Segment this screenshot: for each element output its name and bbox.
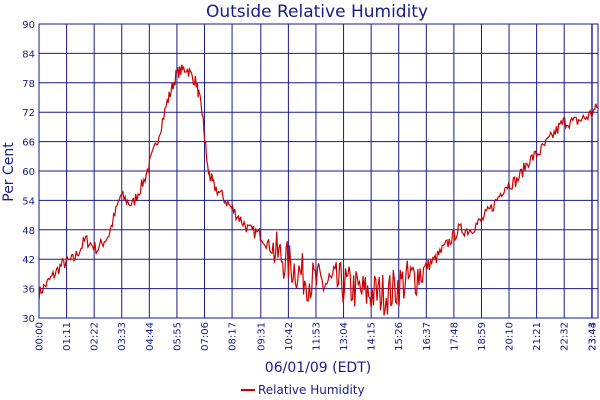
x-tick-label: 10:42 <box>284 322 295 351</box>
y-tick-label: 30 <box>22 314 35 325</box>
y-tick-label: 48 <box>22 226 35 237</box>
y-tick-label: 66 <box>22 138 35 149</box>
y-tick-label: 42 <box>22 255 35 266</box>
y-tick-label: 90 <box>22 20 35 31</box>
x-tick-label: 03:33 <box>117 322 128 351</box>
series-line-relative-humidity <box>38 64 599 316</box>
x-tick-label: 17:48 <box>449 322 460 351</box>
x-tick-label: 05:55 <box>172 322 183 351</box>
legend-label: Relative Humidity <box>258 383 365 397</box>
y-tick-label: 54 <box>22 196 35 207</box>
x-tick-label: 01:11 <box>62 322 73 351</box>
plot-frame <box>38 23 599 319</box>
x-tick-label: 15:26 <box>394 322 405 351</box>
x-tick-label: 22:32 <box>560 322 571 351</box>
legend: Relative Humidity <box>241 383 365 397</box>
x-tick-labels: 00:00 01:11 02:22 03:33 04:44 05:55 07:06 08:17… <box>35 322 599 351</box>
x-tick-label: 09:31 <box>256 322 267 351</box>
y-tick-label: 72 <box>22 108 35 119</box>
x-tick-label: 21:21 <box>532 322 543 351</box>
x-tick-label: 04:44 <box>145 322 156 351</box>
x-tick-label: 00:00 <box>35 322 46 351</box>
x-tick-label: 13:04 <box>339 322 350 351</box>
y-tick-label: 36 <box>22 285 35 296</box>
x-tick-label: 23:44 <box>588 322 599 351</box>
x-tick-label: 23:43 <box>587 322 598 351</box>
x-tick-label: 20:10 <box>505 322 516 351</box>
x-tick-label: 14:15 <box>367 322 378 351</box>
x-tick-label: 08:17 <box>228 322 239 351</box>
x-tick-label: 18:59 <box>477 322 488 351</box>
x-tick-label: 11:53 <box>311 322 322 351</box>
chart-title: Outside Relative Humidity <box>206 2 428 22</box>
y-tick-label: 84 <box>22 49 35 60</box>
y-tick-labels: 30 36 42 48 54 60 66 72 78 84 90 <box>22 20 35 325</box>
y-tick-label: 60 <box>22 167 35 178</box>
x-tick-label: 16:37 <box>422 322 433 351</box>
y-axis-label: Per Cent <box>1 142 17 202</box>
x-tick-label: 02:22 <box>90 322 101 351</box>
x-tick-label: 07:06 <box>200 322 211 351</box>
y-tick-label: 78 <box>22 79 35 90</box>
x-axis-label: 06/01/09 (EDT) <box>265 360 371 376</box>
grid-lines <box>38 23 598 319</box>
